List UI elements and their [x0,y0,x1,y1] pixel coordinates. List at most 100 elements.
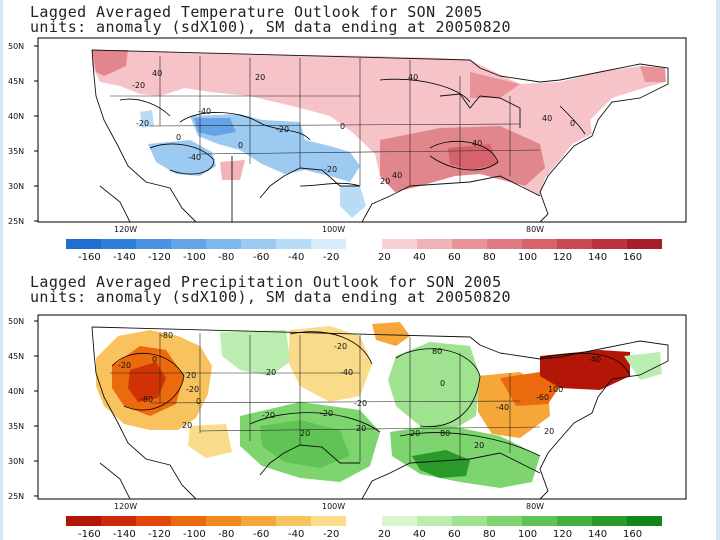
precipitation-contour-label: 20 [544,427,554,436]
temperature-colorbar-label: -100 [183,252,206,263]
precipitation-lat-label-30n: 30N [8,457,24,466]
temperature-contour-label: 0 [176,133,181,142]
precipitation-dry-region-5 [372,322,410,346]
slide-frame-right [716,0,720,540]
temperature-colorbar-swatch-negative [101,239,136,249]
temperature-contour-label: -20 [132,81,145,90]
precipitation-title: Lagged Averaged Precipitation Outlook fo… [30,273,502,291]
temperature-colorbar-swatch-positive [382,239,417,249]
precipitation-lon-ticks: 120W 100W 80W [114,502,544,511]
temperature-colorbar-label: 120 [553,252,572,263]
slide-frame-left [0,0,3,540]
precipitation-colorbar: -160 -140 -120 -100 -80 -60 -40 -20 20 40 60 80 100 1… [66,516,662,540]
precipitation-contours [111,331,631,457]
precipitation-contour-label: -80 [140,395,153,404]
temperature-cool-region-5 [140,110,154,128]
temperature-contour-label: 40 [152,69,162,78]
temperature-contour-labels: 40 -20 20 -40 -20 0 -20 0 -40 -20 0 40 4… [132,69,575,186]
precipitation-colorbar-label: -160 [78,529,101,540]
temperature-colorbar-label: 80 [483,252,496,263]
precipitation-wet-region [220,330,290,376]
temperature-contour-label: 40 [472,139,482,148]
temperature-title: Lagged Averaged Temperature Outlook for … [30,3,483,21]
precipitation-dry-region-4 [288,326,372,402]
temperature-colorbar-swatch-positive [452,239,487,249]
precipitation-lon-label-120w: 120W [114,502,137,511]
temperature-cool-region-2 [194,118,236,136]
precipitation-colorbar-swatch-negative [101,516,136,526]
temperature-lat-label-40n: 40N [8,112,24,121]
precipitation-contour-labels: -80 -20 0 -80 20 -20 20 -20 0 -40 20 -20… [118,331,601,450]
temperature-lat-label-35n: 35N [8,147,24,156]
temperature-colorbar-label: -120 [148,252,171,263]
temperature-colorbar-swatch-positive [592,239,627,249]
precipitation-dry-region-8 [540,350,630,390]
temperature-lon-label-100w: 100W [322,225,345,234]
temperature-colorbar-swatch-negative [136,239,171,249]
temperature-contour-label: 0 [570,119,575,128]
precipitation-contour-label: -20 [262,411,275,420]
precipitation-contour-label: 0 [440,379,445,388]
precipitation-lon-label-80w: 80W [526,502,544,511]
temperature-contour-label: -40 [188,153,201,162]
precipitation-contour-label: -20 [186,385,199,394]
precipitation-lon-label-100w: 100W [322,502,345,511]
precipitation-colorbar-swatch-positive [452,516,487,526]
precipitation-contour-label: 20 [266,368,276,377]
temperature-colorbar-label: 40 [413,252,426,263]
precipitation-colorbar-label: -20 [323,529,339,540]
precipitation-contour-label: -20 [354,399,367,408]
precipitation-wet-region-6 [412,450,470,478]
precipitation-colorbar-swatch-positive [522,516,557,526]
temperature-colorbar-swatch-positive [417,239,452,249]
precipitation-wet-region-7 [624,352,662,380]
temperature-colorbar-label: 60 [448,252,461,263]
precipitation-contour-label: -20 [334,342,347,351]
temperature-colorbar-swatch-negative [241,239,276,249]
temperature-colorbar-label: -140 [113,252,136,263]
temperature-contour-label: 0 [238,141,243,150]
precipitation-colorbar-swatch-positive [557,516,592,526]
temperature-colorbar-swatch-positive [487,239,522,249]
precipitation-colorbar-swatch-positive [382,516,417,526]
precipitation-map: 50N 45N 40N 35N 30N 25N 120W 100W 80W -8… [8,314,687,540]
precipitation-outlook-panel: Lagged Averaged Precipitation Outlook fo… [0,270,720,540]
precipitation-contour-label: 0 [196,397,201,406]
precipitation-colorbar-swatch-positive [487,516,522,526]
temperature-outlook-panel: Lagged Averaged Temperature Outlook for … [8,3,687,263]
precipitation-colorbar-swatch-negative [171,516,206,526]
temperature-colorbar-swatch-positive [522,239,557,249]
temperature-colorbar-swatch-positive [627,239,662,249]
temperature-contour-label: 20 [380,177,390,186]
precipitation-lat-label-45n: 45N [8,352,24,361]
temperature-lat-label-50n: 50N [8,42,24,51]
precipitation-colorbar-swatch-negative [136,516,171,526]
temperature-colorbar-swatch-positive [557,239,592,249]
temperature-contour-label: -40 [198,107,211,116]
precipitation-contour-label: -20 [118,361,131,370]
temperature-colorbar-label: -160 [78,252,101,263]
precipitation-colorbar-label: -60 [253,529,269,540]
precipitation-colorbar-label: 140 [588,529,607,540]
precipitation-colorbar-label: -120 [148,529,171,540]
precipitation-colorbar-label: 100 [518,529,537,540]
temperature-contour-label: -20 [136,119,149,128]
precipitation-colorbar-swatch-negative [241,516,276,526]
temperature-colorbar-label: -40 [288,252,304,263]
temperature-colorbar-label: 100 [518,252,537,263]
precipitation-state-lines [110,333,541,463]
precipitation-dry-region-9 [188,424,232,458]
precipitation-colorbar-label: -100 [183,529,206,540]
temperature-contour-label: -20 [276,125,289,134]
temperature-colorbar-label: 20 [378,252,391,263]
temperature-lon-ticks: 120W 100W 80W [114,225,544,234]
temperature-colorbar-label: 160 [623,252,642,263]
precipitation-contour-label: -60 [536,393,549,402]
precipitation-lat-label-50n: 50N [8,317,24,326]
precipitation-dry-region-7 [500,372,560,406]
temperature-contour-label: 40 [392,171,402,180]
temperature-warm-region-7 [220,160,245,180]
precipitation-subtitle: units: anomaly (sdX100), SM data ending … [30,288,511,306]
precipitation-contour-label: 20 [300,429,310,438]
temperature-lon-label-80w: 80W [526,225,544,234]
